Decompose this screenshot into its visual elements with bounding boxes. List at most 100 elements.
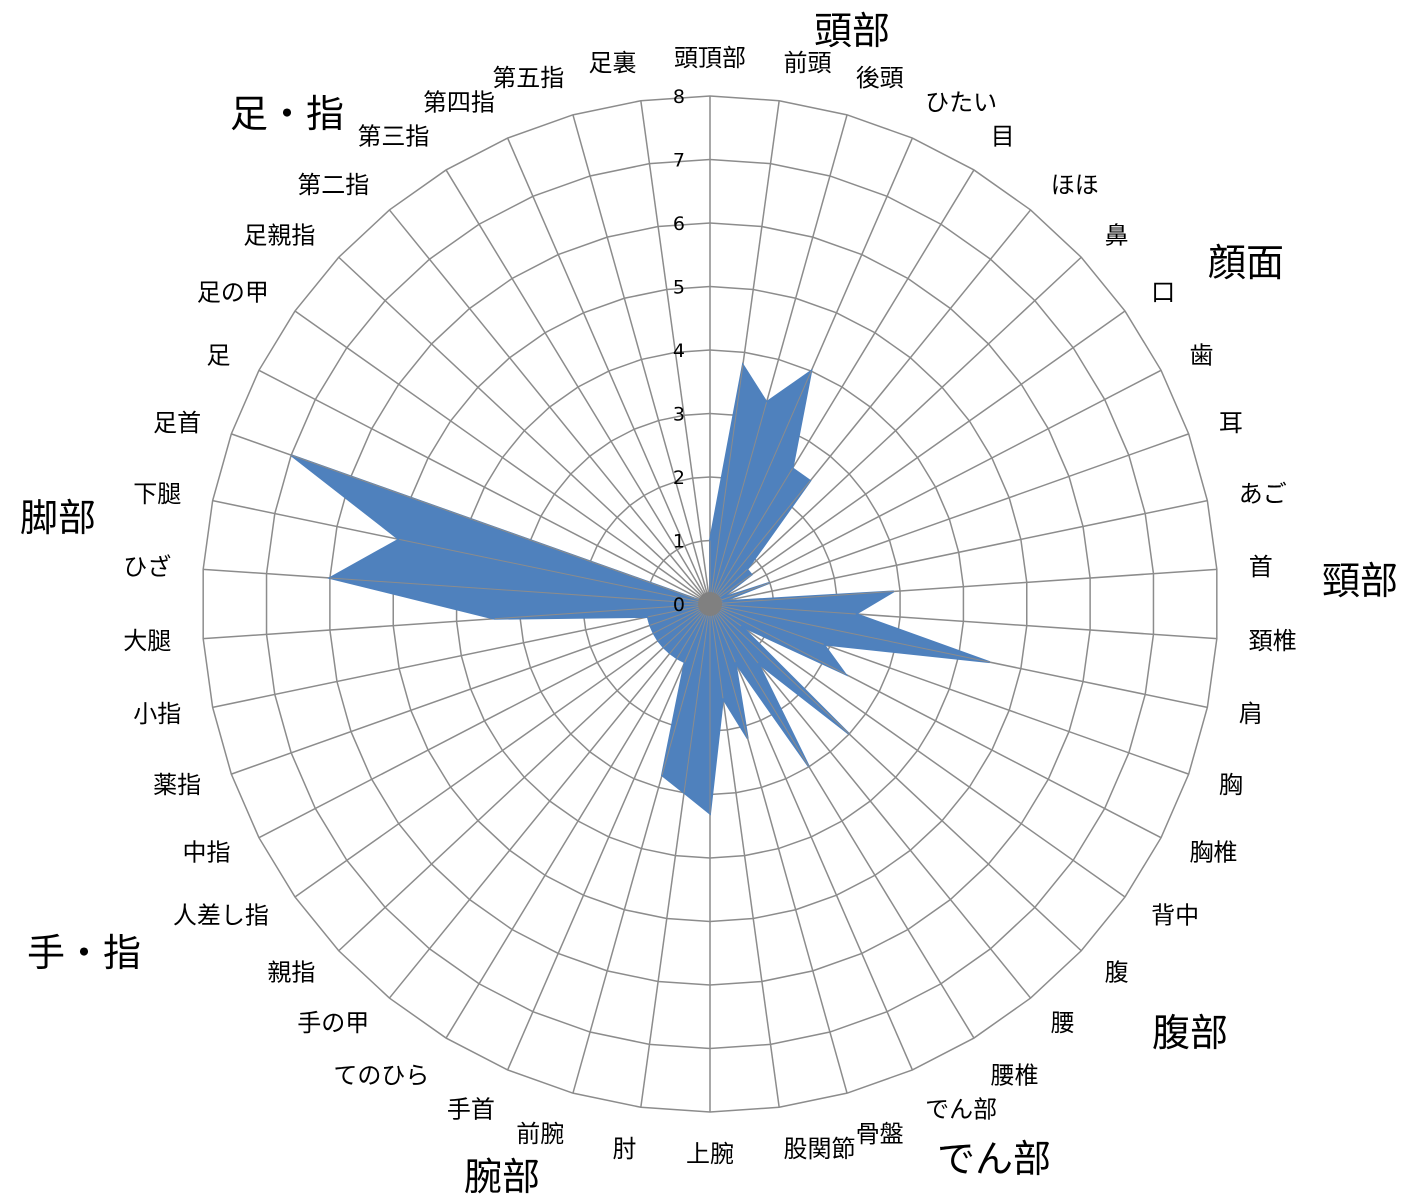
radial-tick-label: 4 bbox=[673, 340, 685, 362]
series-spoke-overlay bbox=[683, 603, 711, 793]
series-spoke-overlay bbox=[329, 577, 711, 605]
category-label: あご bbox=[1239, 480, 1287, 508]
category-label: 肘 bbox=[612, 1135, 636, 1163]
series-spoke-overlay bbox=[709, 603, 759, 664]
series-spoke-overlay bbox=[709, 468, 793, 605]
category-label: 手首 bbox=[447, 1095, 495, 1123]
series-spoke-overlay bbox=[709, 590, 894, 605]
category-label: 第二指 bbox=[297, 171, 369, 199]
radial-tick-label: 2 bbox=[673, 467, 685, 489]
series-spoke-overlay bbox=[709, 603, 856, 615]
group-label-buttocks: でん部 bbox=[937, 1137, 1051, 1181]
center-marker bbox=[698, 592, 722, 616]
grid-spoke bbox=[709, 603, 1126, 898]
grid-spoke bbox=[445, 169, 711, 605]
grid-spoke bbox=[258, 603, 711, 839]
series-spoke-overlay bbox=[709, 370, 812, 605]
category-label: 胸 bbox=[1219, 771, 1243, 799]
category-label: 足の甲 bbox=[197, 279, 269, 307]
category-label: 第四指 bbox=[423, 89, 495, 117]
category-label: 足首 bbox=[153, 409, 201, 437]
category-labels: 頭頂部 前頭後頭ひたい目ほほ鼻口歯耳あご首頚椎肩胸胸椎背中腹腰腰椎でん部骨盤股関節… bbox=[123, 44, 1296, 1168]
category-label: ほほ bbox=[1051, 171, 1099, 199]
category-label: 薬指 bbox=[153, 771, 201, 799]
series-spoke-overlay bbox=[709, 603, 990, 663]
category-label: 胸椎 bbox=[1189, 838, 1237, 866]
grid-spoke bbox=[338, 256, 711, 605]
category-label: 股関節 bbox=[784, 1135, 856, 1163]
category-label: 目 bbox=[991, 123, 1015, 151]
category-label: 口 bbox=[1151, 279, 1175, 307]
grid-spoke bbox=[506, 137, 711, 605]
radial-tick-label: 0 bbox=[673, 594, 685, 616]
grid-spoke bbox=[709, 433, 1189, 605]
category-label: 手の甲 bbox=[297, 1009, 369, 1037]
grid-spoke bbox=[506, 603, 711, 1071]
grid-spoke bbox=[709, 603, 1032, 999]
category-label: 足 bbox=[207, 342, 231, 370]
category-label: 背中 bbox=[1151, 901, 1199, 929]
grid-spoke bbox=[338, 603, 711, 952]
series-spoke-overlay bbox=[709, 364, 744, 605]
grid-spoke bbox=[294, 603, 711, 898]
category-label: てのひら bbox=[333, 1061, 429, 1089]
radial-tick-label: 1 bbox=[673, 531, 685, 553]
category-label: 腰椎 bbox=[991, 1061, 1039, 1089]
category-label: 第五指 bbox=[492, 64, 564, 92]
category-label: 小指 bbox=[133, 700, 181, 728]
series-spoke-overlay bbox=[709, 603, 749, 739]
series-spoke-overlay bbox=[709, 603, 850, 735]
category-label: 腹 bbox=[1105, 959, 1129, 987]
series-spoke-overlay bbox=[494, 603, 711, 620]
grid-spoke bbox=[388, 209, 711, 605]
radial-ticks: 0 1 2 3 4 5 6 7 8 bbox=[673, 86, 685, 616]
category-label: 中指 bbox=[183, 838, 231, 866]
category-label: 頚椎 bbox=[1249, 627, 1297, 655]
category-label: 人差し指 bbox=[173, 901, 269, 929]
grid-spoke bbox=[258, 369, 711, 605]
category-label: 前腕 bbox=[516, 1120, 564, 1148]
series-spoke-overlay bbox=[709, 603, 824, 645]
grid-spoke bbox=[709, 603, 914, 1071]
group-label-hand: 手・指 bbox=[27, 931, 141, 975]
grid-spoke bbox=[709, 499, 1208, 605]
category-label: 足裏 bbox=[588, 49, 636, 77]
category-label: 骨盤 bbox=[856, 1120, 904, 1148]
group-label-head: 頭部 bbox=[814, 9, 890, 53]
series-spoke-overlay bbox=[399, 538, 711, 605]
category-label: 第三指 bbox=[357, 123, 429, 151]
series-spoke-overlay bbox=[709, 603, 846, 675]
category-label: 親指 bbox=[267, 959, 315, 987]
grid-spoke bbox=[212, 603, 711, 709]
radial-tick-label: 8 bbox=[673, 86, 685, 108]
series-spoke-overlay bbox=[709, 480, 811, 605]
category-label: 上腕 bbox=[686, 1140, 734, 1168]
series bbox=[290, 362, 991, 816]
series-spoke-overlay bbox=[709, 603, 724, 699]
group-label-arm: 腕部 bbox=[464, 1155, 540, 1194]
series-spoke-overlay bbox=[661, 603, 711, 776]
category-label: ひざ bbox=[123, 553, 171, 581]
category-label: 腰 bbox=[1051, 1009, 1075, 1037]
series-spoke-overlay bbox=[709, 603, 810, 768]
category-label: 歯 bbox=[1189, 342, 1213, 370]
grid-spoke bbox=[709, 310, 1126, 605]
grid-spoke bbox=[294, 310, 711, 605]
radial-tick-label: 3 bbox=[673, 404, 685, 426]
category-label: ひたい bbox=[925, 89, 997, 117]
grid-spoke bbox=[709, 369, 1162, 605]
grid-spoke bbox=[231, 603, 711, 775]
category-label: 大腿 bbox=[123, 627, 171, 655]
series-spoke-overlay bbox=[709, 402, 768, 605]
radial-tick-label: 5 bbox=[673, 277, 685, 299]
category-label: 頭頂部 bbox=[674, 44, 746, 72]
radial-tick-label: 7 bbox=[673, 150, 685, 172]
category-label: 足親指 bbox=[243, 221, 315, 249]
category-label: 後頭 bbox=[856, 64, 904, 92]
series-spoke-overlay bbox=[291, 454, 711, 605]
category-label: 前頭 bbox=[784, 49, 832, 77]
group-label-abdomen: 腹部 bbox=[1152, 1011, 1228, 1055]
category-label: でん部 bbox=[925, 1095, 997, 1123]
